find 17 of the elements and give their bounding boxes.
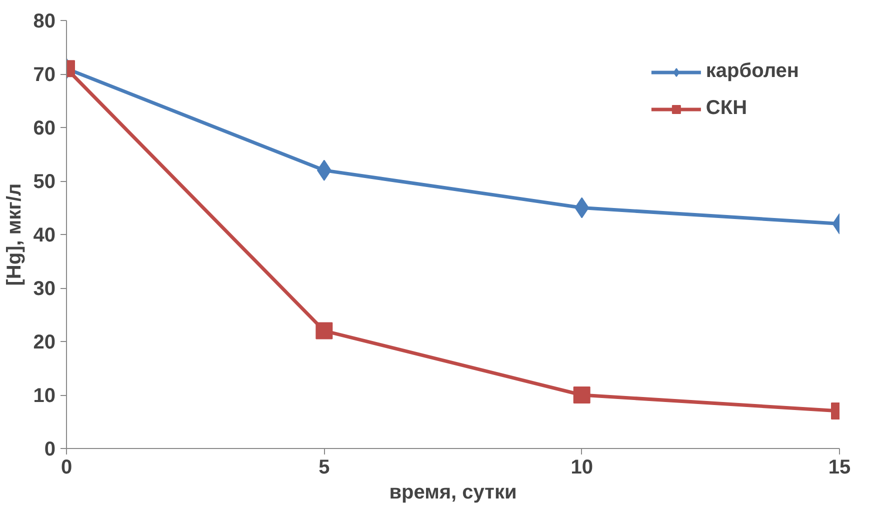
y-tick-label: 70 (33, 64, 56, 86)
y-axis-title: [Hg], мкг/л (3, 183, 26, 286)
x-tick-label: 10 (570, 456, 593, 478)
x-tick-label: 15 (828, 456, 851, 478)
x-tick-label: 0 (60, 456, 72, 478)
y-tick-label: 80 (33, 10, 56, 32)
y-tick-label: 10 (33, 385, 56, 407)
y-tick-label: 60 (33, 118, 56, 140)
legend-label: СКН (706, 97, 748, 120)
legend-label: карболен (706, 60, 799, 83)
x-axis-title: время, сутки (389, 482, 517, 504)
y-tick-label: 30 (33, 278, 56, 300)
y-tick-label: 0 (44, 438, 56, 460)
y-tick-label: 20 (33, 332, 56, 354)
y-tick-label: 40 (33, 224, 56, 246)
x-tick-label: 5 (318, 456, 330, 478)
y-tick-label: 50 (33, 171, 56, 193)
